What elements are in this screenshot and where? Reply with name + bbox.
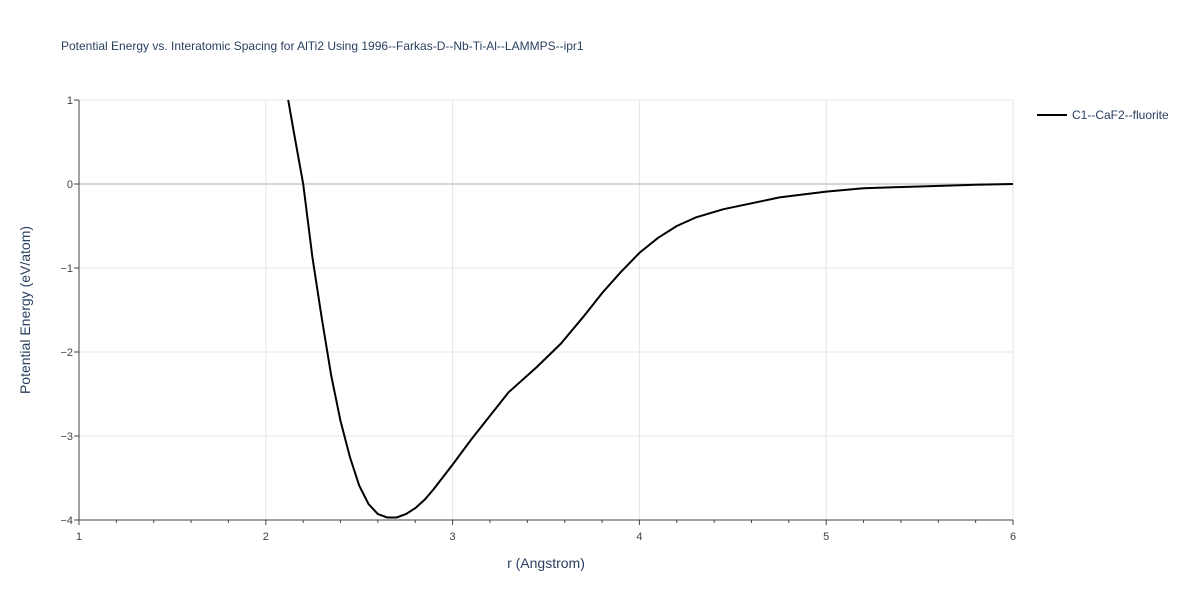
- x-axis: 1 2 3 4 5 6: [76, 519, 1016, 543]
- x-tick-label: 3: [450, 531, 456, 543]
- y-tick-label: 1: [67, 95, 73, 107]
- y-tick-label: −2: [60, 347, 73, 359]
- y-tick-label: 0: [67, 179, 73, 191]
- x-tick-label: 1: [76, 531, 82, 543]
- x-tick-label: 5: [823, 531, 829, 543]
- x-tick-label: 4: [636, 531, 642, 543]
- y-axis: 1 0 −1 −2 −3 −4: [60, 95, 80, 527]
- y-tick-label: −3: [60, 431, 73, 443]
- x-tick-label: 6: [1010, 531, 1016, 543]
- x-axis-title: r (Angstrom): [507, 555, 585, 571]
- x-tick-label: 2: [263, 531, 269, 543]
- y-tick-label: −4: [60, 515, 73, 527]
- plot-area: [287, 99, 1014, 519]
- y-tick-label: −1: [60, 263, 73, 275]
- series-line[interactable]: [287, 99, 1014, 519]
- legend[interactable]: C1--CaF2--fluorite: [1037, 108, 1169, 122]
- legend-label: C1--CaF2--fluorite: [1072, 108, 1169, 122]
- grid: [79, 99, 1014, 520]
- chart-title: Potential Energy vs. Interatomic Spacing…: [61, 39, 584, 53]
- y-axis-title: Potential Energy (eV/atom): [17, 226, 33, 394]
